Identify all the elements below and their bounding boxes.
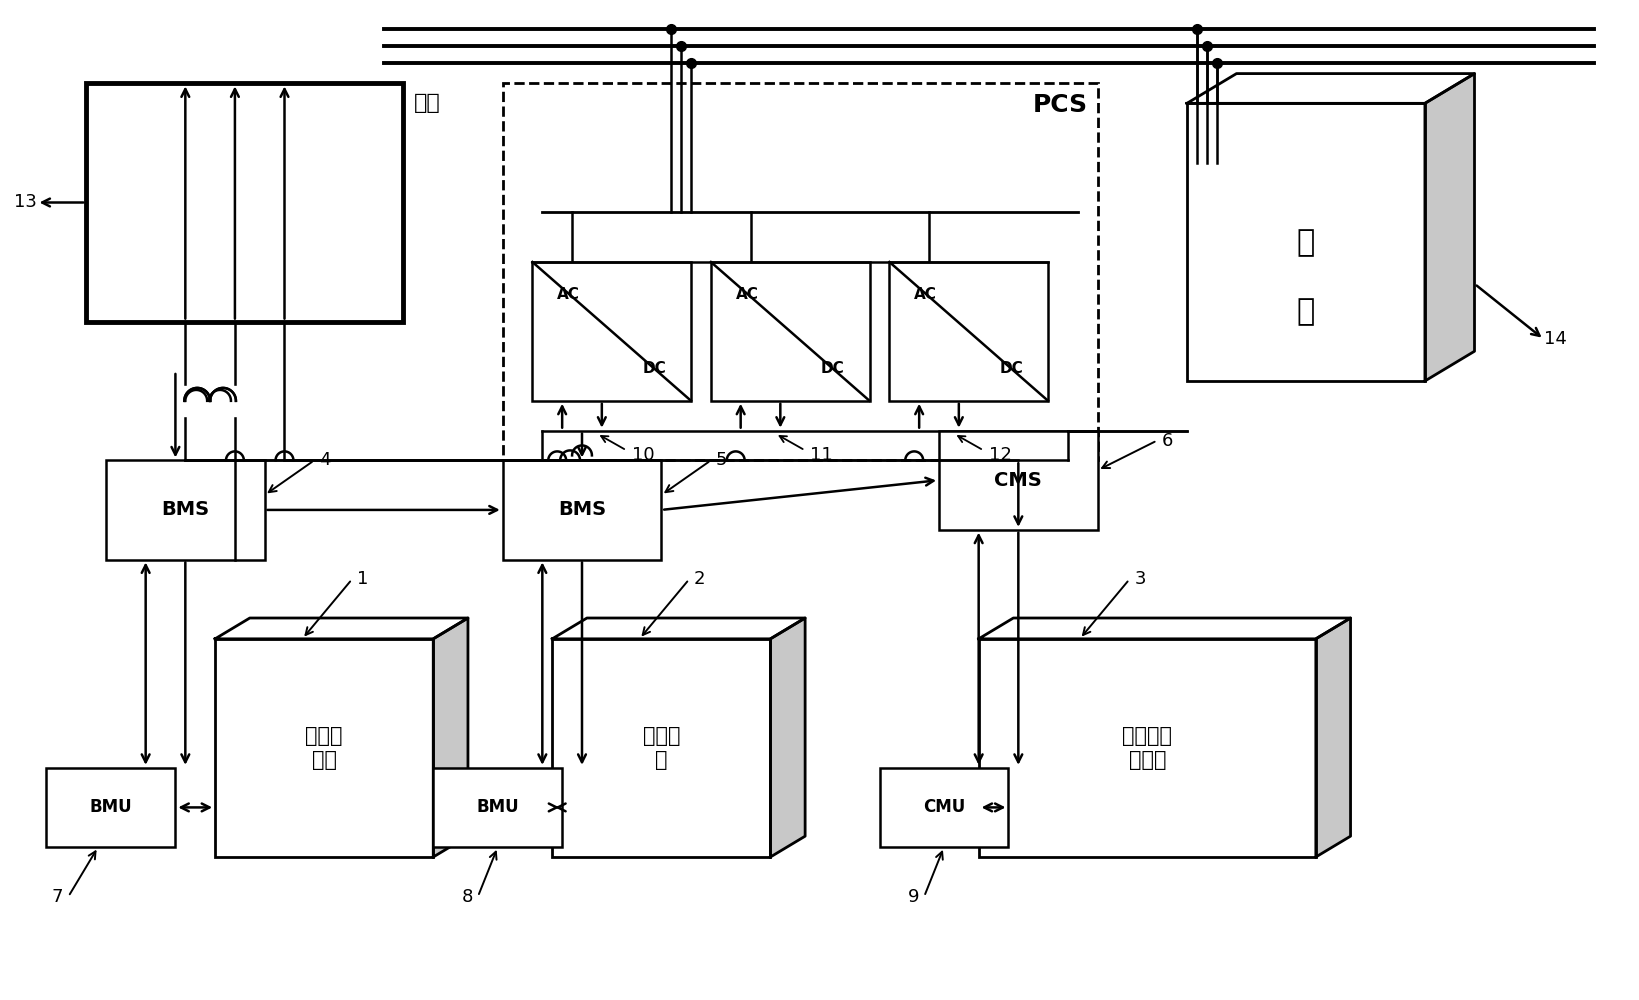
Text: 铅酸电
池组: 铅酸电 池组 xyxy=(305,726,343,770)
Text: AC: AC xyxy=(736,287,759,302)
Text: CMU: CMU xyxy=(923,798,964,816)
Text: BMS: BMS xyxy=(557,500,606,519)
Text: 5: 5 xyxy=(716,451,728,469)
Text: 11: 11 xyxy=(810,446,833,464)
Bar xyxy=(1187,103,1424,381)
Bar xyxy=(87,84,403,322)
Bar xyxy=(533,262,690,401)
Bar xyxy=(503,460,661,560)
Text: 荷: 荷 xyxy=(1296,297,1314,326)
Text: AC: AC xyxy=(913,287,936,302)
Text: 7: 7 xyxy=(52,888,64,906)
Text: 3: 3 xyxy=(1134,570,1146,588)
Bar xyxy=(978,639,1314,857)
Text: DC: DC xyxy=(998,361,1023,376)
Bar xyxy=(888,262,1047,401)
Text: 超级电容
电池组: 超级电容 电池组 xyxy=(1121,726,1172,770)
Text: BMS: BMS xyxy=(161,500,210,519)
Bar xyxy=(552,639,770,857)
Text: 4: 4 xyxy=(320,451,331,469)
Polygon shape xyxy=(215,618,467,639)
Text: CMS: CMS xyxy=(993,471,1041,490)
Text: 电网: 电网 xyxy=(413,93,439,113)
Text: 10: 10 xyxy=(631,446,654,464)
Bar xyxy=(433,768,562,847)
Bar xyxy=(879,768,1008,847)
Polygon shape xyxy=(552,618,805,639)
Text: 8: 8 xyxy=(461,888,472,906)
Bar xyxy=(939,431,1096,530)
Bar xyxy=(46,768,175,847)
Text: BMU: BMU xyxy=(90,798,133,816)
Bar xyxy=(710,262,869,401)
Polygon shape xyxy=(1187,74,1473,103)
Polygon shape xyxy=(1424,74,1473,381)
Bar xyxy=(215,639,433,857)
Text: 13: 13 xyxy=(13,193,36,211)
Polygon shape xyxy=(978,618,1351,639)
Text: 1: 1 xyxy=(357,570,369,588)
Polygon shape xyxy=(1314,618,1351,857)
Text: 14: 14 xyxy=(1542,330,1565,348)
Text: DC: DC xyxy=(642,361,665,376)
Text: DC: DC xyxy=(821,361,844,376)
Text: 6: 6 xyxy=(1162,432,1174,450)
Text: BMU: BMU xyxy=(475,798,518,816)
Bar xyxy=(107,460,264,560)
Text: 12: 12 xyxy=(988,446,1011,464)
Text: 锂电池
组: 锂电池 组 xyxy=(642,726,680,770)
Text: PCS: PCS xyxy=(1033,93,1087,117)
Text: 2: 2 xyxy=(693,570,705,588)
Polygon shape xyxy=(770,618,805,857)
Text: 9: 9 xyxy=(906,888,918,906)
Text: 负: 负 xyxy=(1296,228,1314,257)
Bar xyxy=(503,83,1096,460)
Text: AC: AC xyxy=(557,287,580,302)
Polygon shape xyxy=(433,618,467,857)
